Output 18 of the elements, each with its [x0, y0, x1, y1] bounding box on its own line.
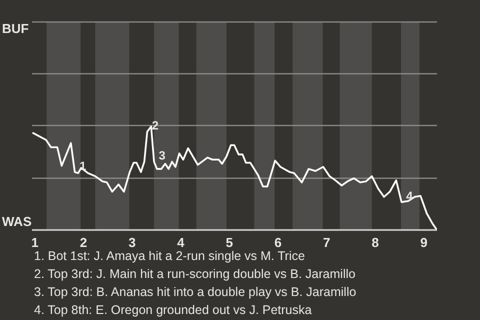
x-tick-label: 6 [274, 235, 282, 250]
text: 2. Top 3rd: J. Main hit a run-scoring double vs B. Jaramillo [34, 266, 356, 283]
x-tick-label: 9 [420, 235, 428, 250]
annotation: 3 [158, 148, 166, 163]
x-tick-label: 4 [177, 235, 186, 250]
x-tick-label: 5 [226, 235, 234, 250]
text: 3. Top 3rd: B. Ananas hit into a double play vs B. Jaramillo [34, 284, 356, 301]
x-tick-label: 2 [80, 235, 88, 250]
x-tick-label: 1 [31, 235, 39, 250]
x-tick-label: 7 [323, 235, 330, 250]
text: 1. Bot 1st: J. Amaya hit a 2-run single vs M. Trice [34, 249, 305, 263]
annotation: 4 [406, 189, 414, 204]
ref-line-label: BUF [2, 21, 29, 36]
annotation: 2 [152, 118, 159, 133]
x-tick-label: 3 [128, 235, 136, 250]
text: 4. Top 8th: E. Oregon grounded out vs J. Petruska [34, 302, 313, 319]
ref-line-label: WAS [2, 214, 32, 229]
x-tick-label: 8 [372, 235, 379, 250]
